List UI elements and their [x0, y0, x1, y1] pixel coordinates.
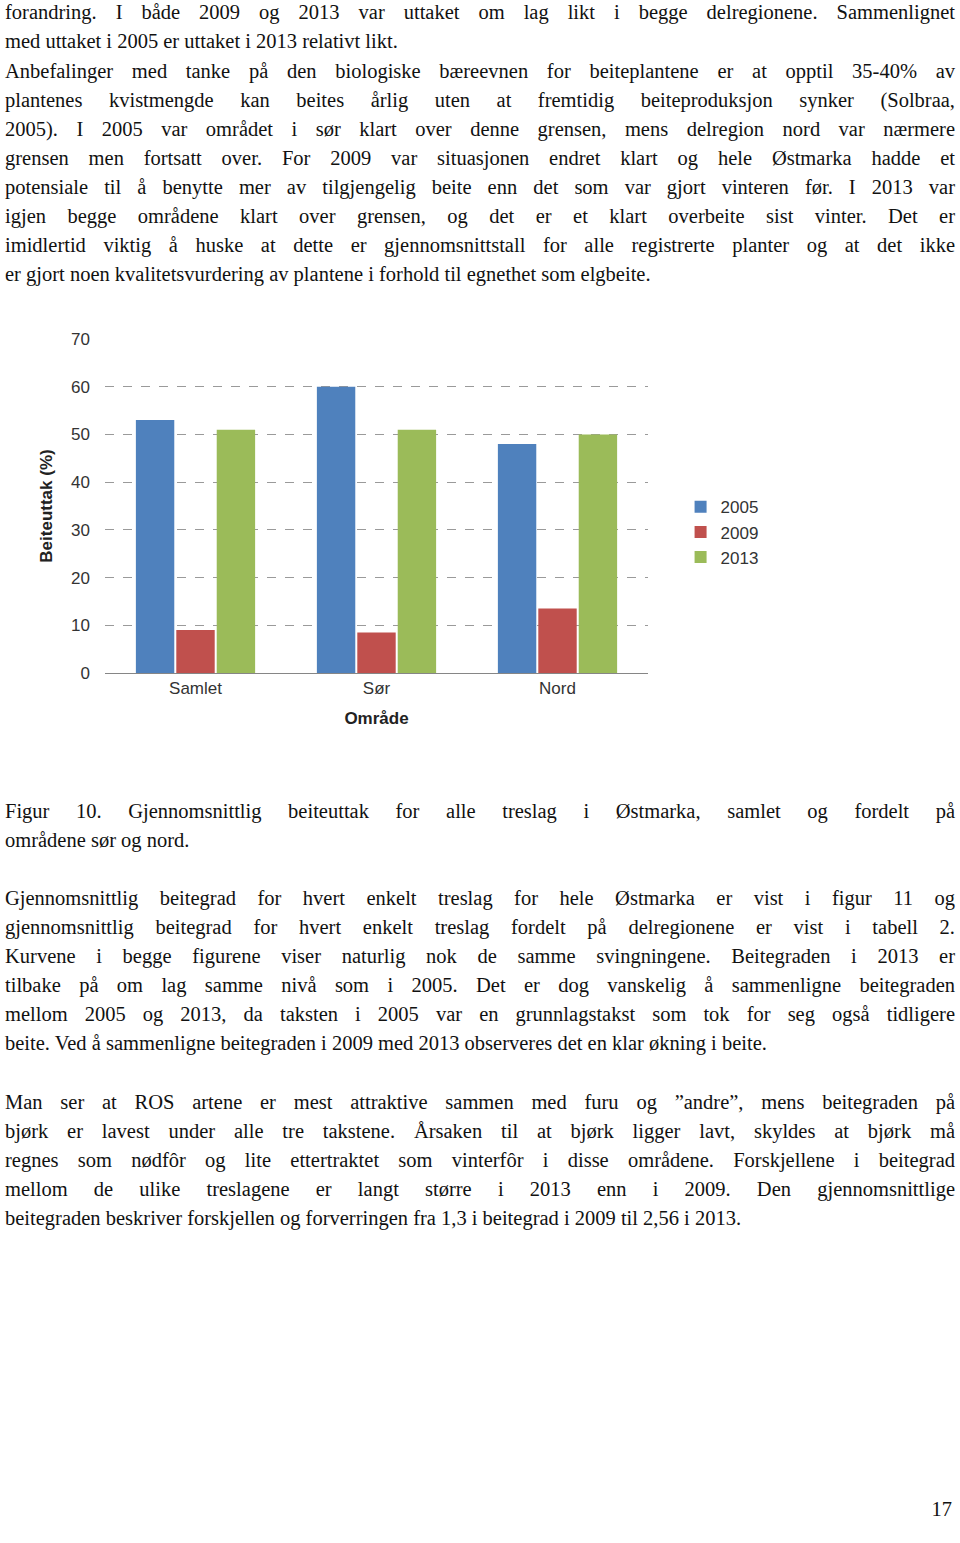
svg-text:2009: 2009 [721, 524, 759, 543]
svg-text:2005: 2005 [721, 498, 759, 517]
html-text:imidlertid viktig å huske at d: imidlertid viktig å huske at dette er gj… [5, 234, 955, 256]
html-text:Man ser at ROS artene er mest: Man ser at ROS artene er mest attraktive… [5, 1091, 955, 1113]
svg-text:30: 30 [71, 521, 90, 540]
html-text:områdene sør og nord.: områdene sør og nord. [5, 829, 190, 851]
html-text:Figur 10. Gjennomsnittlig beit: Figur 10. Gjennomsnittlig beiteuttak for… [5, 800, 955, 822]
html-text:plantenes kvistmengde kan beit: plantenes kvistmengde kan beites årlig u… [5, 89, 955, 111]
html-text:med uttaket i 2005 er uttaket: med uttaket i 2005 er uttaket i 2013 rel… [5, 30, 398, 52]
html-text:mellom de ulike treslagene er: mellom de ulike treslagene er langt stør… [5, 1178, 955, 1200]
html-text:gjennomsnittlig beitegrad for: gjennomsnittlig beitegrad for hvert enke… [5, 916, 955, 938]
html-text:beitegraden beskriver forskjel: beitegraden beskriver forskjellen og for… [5, 1207, 742, 1229]
html-text:Kurvene i begge figurene viser: Kurvene i begge figurene viser naturlig … [5, 945, 955, 967]
svg-text:Sør: Sør [363, 679, 391, 698]
html-text:igjen begge områdene klart ove: igjen begge områdene klart over grensen,… [5, 205, 955, 227]
svg-text:60: 60 [71, 378, 90, 397]
svg-text:40: 40 [71, 473, 90, 492]
svg-text:10: 10 [71, 616, 90, 635]
html-text:regnes som nødfôr og lite ette: regnes som nødfôr og lite ettertraktet s… [5, 1149, 955, 1171]
html-text:2005). I 2005 var området i sø: 2005). I 2005 var området i sør klart ov… [5, 118, 955, 140]
html-text:Gjennomsnittlig beitegrad for: Gjennomsnittlig beitegrad for hvert enke… [5, 887, 955, 909]
html-text:Anbefalinger med tanke på den: Anbefalinger med tanke på den biologiske… [5, 60, 955, 82]
html-text:mellom 2005 og 2013, da takste: mellom 2005 og 2013, da taksten i 2005 v… [5, 1003, 955, 1025]
html-text:bjørk er lavest under alle tre: bjørk er lavest under alle tre takstene.… [5, 1120, 955, 1142]
svg-text:Samlet: Samlet [169, 679, 222, 698]
html-text:forandring. I både 2009 og 201: forandring. I både 2009 og 2013 var utta… [5, 1, 955, 23]
svg-text:Beiteuttak (%): Beiteuttak (%) [37, 449, 56, 562]
html-text:17: 17 [931, 1498, 952, 1520]
svg-text:0: 0 [81, 664, 90, 683]
svg-text:50: 50 [71, 425, 90, 444]
svg-text:Område: Område [344, 709, 408, 728]
svg-text:70: 70 [71, 330, 90, 349]
html-text:grensen men fortsatt over. For: grensen men fortsatt over. For 2009 var … [5, 147, 955, 169]
html-text:er gjort noen kvalitetsvurderi: er gjort noen kvalitetsvurdering av plan… [5, 263, 651, 285]
svg-text:20: 20 [71, 569, 90, 588]
html-text:potensiale til å benytte mer a: potensiale til å benytte mer av tilgjeng… [5, 176, 955, 198]
svg-text:2013: 2013 [721, 549, 759, 568]
svg-text:Nord: Nord [539, 679, 576, 698]
html-text:tilbake på om lag samme nivå s: tilbake på om lag samme nivå som i 2005.… [5, 974, 955, 996]
html-text:beite. Ved å sammenligne beite: beite. Ved å sammenligne beitegraden i 2… [5, 1032, 767, 1054]
